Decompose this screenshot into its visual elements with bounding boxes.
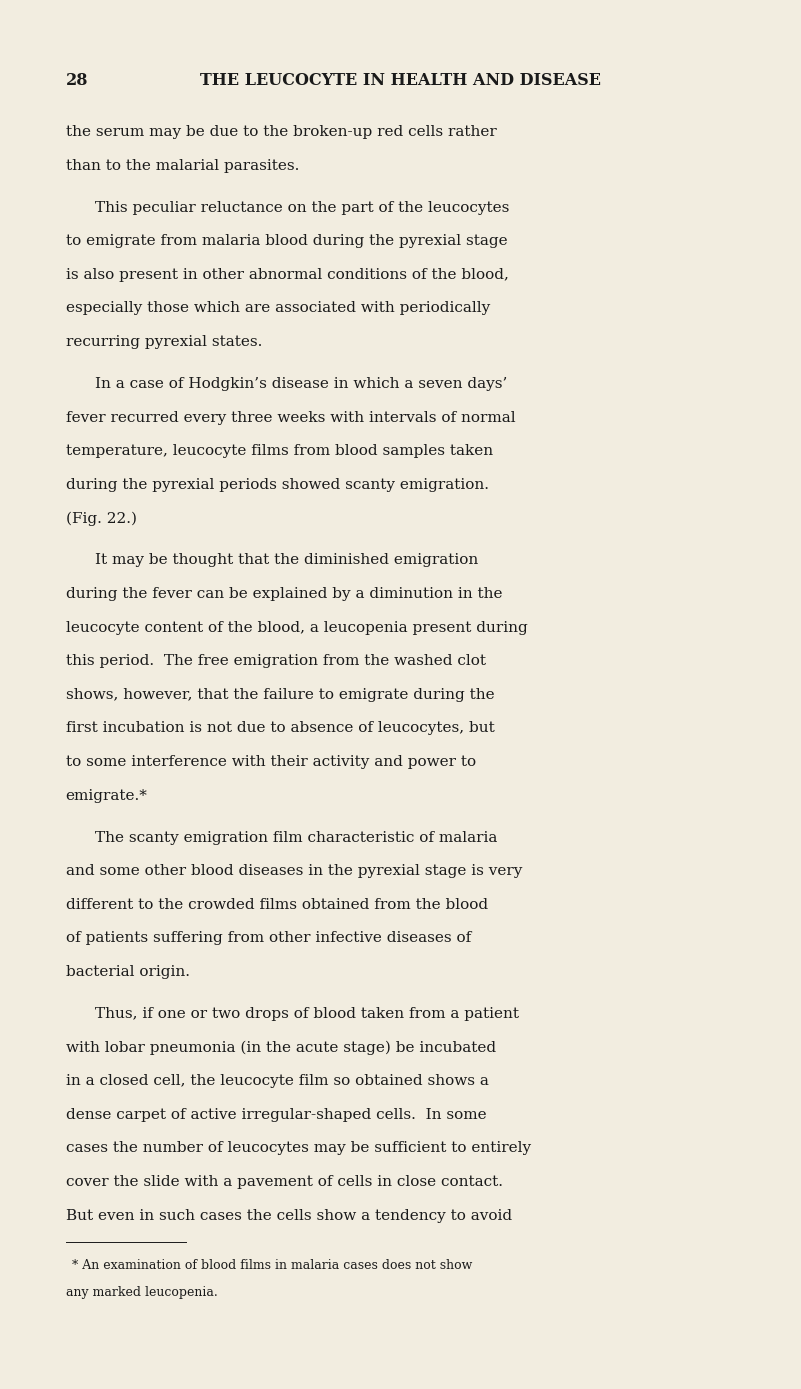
- Text: recurring pyrexial states.: recurring pyrexial states.: [66, 335, 262, 349]
- Text: first incubation is not due to absence of leucocytes, but: first incubation is not due to absence o…: [66, 721, 494, 735]
- Text: It may be thought that the diminished emigration: It may be thought that the diminished em…: [95, 553, 477, 567]
- Text: cover the slide with a pavement of cells in close contact.: cover the slide with a pavement of cells…: [66, 1175, 503, 1189]
- Text: Thus, if one or two drops of blood taken from a patient: Thus, if one or two drops of blood taken…: [95, 1007, 518, 1021]
- Text: especially those which are associated with periodically: especially those which are associated wi…: [66, 301, 490, 315]
- Text: emigrate.*: emigrate.*: [66, 789, 147, 803]
- Text: 28: 28: [66, 72, 88, 89]
- Text: leucocyte content of the blood, a leucopenia present during: leucocyte content of the blood, a leucop…: [66, 621, 527, 635]
- Text: The scanty emigration film characteristic of malaria: The scanty emigration film characteristi…: [95, 831, 497, 845]
- Text: bacterial origin.: bacterial origin.: [66, 965, 190, 979]
- Text: different to the crowded films obtained from the blood: different to the crowded films obtained …: [66, 897, 488, 911]
- Text: temperature, leucocyte films from blood samples taken: temperature, leucocyte films from blood …: [66, 444, 493, 458]
- Text: and some other blood diseases in the pyrexial stage is very: and some other blood diseases in the pyr…: [66, 864, 522, 878]
- Text: this period.  The free emigration from the washed clot: this period. The free emigration from th…: [66, 654, 485, 668]
- Text: with lobar pneumonia (in the acute stage) be incubated: with lobar pneumonia (in the acute stage…: [66, 1040, 496, 1056]
- Text: fever recurred every three weeks with intervals of normal: fever recurred every three weeks with in…: [66, 411, 515, 425]
- Text: (Fig. 22.): (Fig. 22.): [66, 511, 137, 526]
- Text: to emigrate from malaria blood during the pyrexial stage: to emigrate from malaria blood during th…: [66, 235, 507, 249]
- Text: But even in such cases the cells show a tendency to avoid: But even in such cases the cells show a …: [66, 1208, 512, 1222]
- Text: THE LEUCOCYTE IN HEALTH AND DISEASE: THE LEUCOCYTE IN HEALTH AND DISEASE: [200, 72, 601, 89]
- Text: In a case of Hodgkin’s disease in which a seven days’: In a case of Hodgkin’s disease in which …: [95, 376, 507, 390]
- Text: any marked leucopenia.: any marked leucopenia.: [66, 1286, 217, 1300]
- Text: to some interference with their activity and power to: to some interference with their activity…: [66, 756, 476, 770]
- Text: This peculiar reluctance on the part of the leucocytes: This peculiar reluctance on the part of …: [95, 200, 509, 214]
- Text: of patients suffering from other infective diseases of: of patients suffering from other infecti…: [66, 932, 471, 946]
- Text: * An examination of blood films in malaria cases does not show: * An examination of blood films in malar…: [72, 1258, 473, 1272]
- Text: during the fever can be explained by a diminution in the: during the fever can be explained by a d…: [66, 588, 502, 601]
- Text: in a closed cell, the leucocyte film so obtained shows a: in a closed cell, the leucocyte film so …: [66, 1074, 489, 1088]
- Text: dense carpet of active irregular-shaped cells.  In some: dense carpet of active irregular-shaped …: [66, 1108, 486, 1122]
- Text: the serum may be due to the broken-up red cells rather: the serum may be due to the broken-up re…: [66, 125, 497, 139]
- Text: than to the malarial parasites.: than to the malarial parasites.: [66, 158, 299, 172]
- Text: shows, however, that the failure to emigrate during the: shows, however, that the failure to emig…: [66, 688, 494, 701]
- Text: cases the number of leucocytes may be sufficient to entirely: cases the number of leucocytes may be su…: [66, 1142, 531, 1156]
- Text: is also present in other abnormal conditions of the blood,: is also present in other abnormal condit…: [66, 268, 509, 282]
- Text: during the pyrexial periods showed scanty emigration.: during the pyrexial periods showed scant…: [66, 478, 489, 492]
